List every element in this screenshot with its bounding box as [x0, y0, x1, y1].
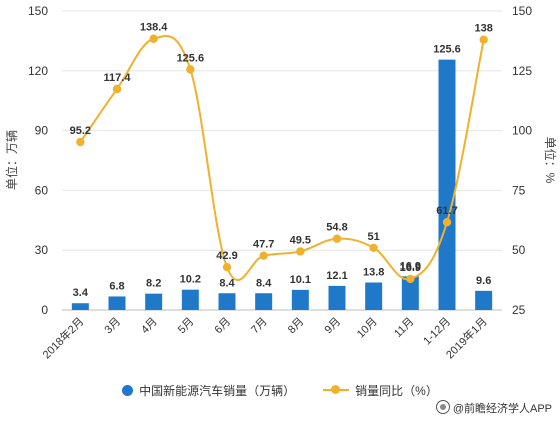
x-tick-label: 10月 — [355, 316, 380, 341]
x-tick-label: 11月 — [392, 316, 416, 340]
legend-bar-marker — [122, 384, 134, 396]
line-point — [479, 35, 488, 44]
line-point — [442, 218, 452, 227]
x-tick-label: 1-12月 — [421, 316, 453, 348]
line-point — [259, 251, 268, 260]
line-value-label: 49.5 — [290, 234, 311, 246]
y-left-tick-label: 120 — [28, 64, 48, 78]
bar-value-label: 8.2 — [146, 278, 161, 290]
legend-label-yoy: 销量同比（%） — [355, 383, 438, 398]
line-value-label: 47.7 — [253, 239, 274, 251]
bar — [108, 296, 126, 310]
bar — [291, 289, 309, 310]
bar — [218, 293, 236, 310]
line-point — [149, 34, 158, 43]
legend-item-sales: 中国新能源汽车销量（万辆） — [122, 382, 295, 399]
line-point — [332, 234, 342, 243]
bar-value-label: 12.1 — [326, 270, 347, 282]
x-tick-label: 6月 — [213, 316, 234, 337]
bar-value-label: 16.9 — [400, 260, 421, 272]
y-right-tick-label: 100 — [512, 124, 532, 138]
y-right-axis-title: 单位：% — [543, 137, 558, 184]
x-tick-label: 5月 — [176, 316, 197, 337]
line-point — [76, 137, 85, 147]
y-right-tick-label: 50 — [512, 243, 526, 257]
line-value-label: 95.2 — [70, 125, 91, 137]
line-value-label: 16.9 — [400, 262, 421, 274]
bar-value-label: 6.8 — [109, 280, 124, 292]
x-tick-label: 8月 — [286, 316, 307, 337]
bar — [438, 59, 456, 311]
line-point — [369, 243, 378, 253]
bar — [401, 276, 419, 310]
x-tick-label: 9月 — [323, 316, 344, 337]
chart: 0 30 60 90 120 150 25 50 75 100 125 150 单位：万辆 单位：% 201… — [4, 4, 558, 361]
line-value-label: 54.8 — [326, 222, 347, 234]
bar-value-label: 13.8 — [363, 266, 384, 278]
bar — [145, 293, 163, 310]
y-left-tick-label: 30 — [35, 243, 49, 257]
y-left-tick-label: 60 — [35, 183, 49, 197]
line-point — [296, 247, 305, 256]
legend-item-yoy: 销量同比（%） — [323, 382, 438, 399]
x-tick-label: 3月 — [103, 316, 124, 337]
y-right-tick-label: 150 — [512, 4, 532, 18]
line-value-label: 138 — [474, 23, 492, 35]
y-left-tick-label: 90 — [35, 124, 49, 138]
bar — [475, 290, 493, 310]
y-right-tick-label: 125 — [512, 64, 532, 78]
y-right-tick-label: 75 — [512, 183, 526, 197]
x-tick-label: 4月 — [139, 316, 160, 337]
line-value-label: 125.6 — [177, 52, 205, 64]
bar — [328, 285, 346, 310]
bar-value-label: 9.6 — [476, 275, 491, 287]
line-point — [186, 65, 195, 74]
bar-value-label: 8.4 — [256, 277, 272, 289]
line-point — [222, 262, 232, 272]
bar-value-label: 10.1 — [290, 274, 311, 286]
bar — [255, 293, 273, 310]
line-series-yoy — [79, 34, 485, 282]
line-value-label: 117.4 — [104, 72, 132, 84]
bar — [365, 282, 383, 310]
brand-logo-icon — [435, 400, 450, 414]
line-value-label: 61.7 — [436, 205, 457, 217]
line-value-label: 138.4 — [140, 22, 168, 34]
bar-value-label: 10.2 — [180, 274, 201, 286]
source-text: @前瞻经济学人APP — [452, 403, 552, 415]
y-left-tick-label: 0 — [41, 303, 48, 317]
legend-label-sales: 中国新能源汽车销量（万辆） — [139, 383, 296, 398]
bar — [71, 303, 89, 310]
line-point — [112, 84, 122, 94]
legend-line-marker — [323, 384, 350, 396]
bar-value-label: 3.4 — [73, 287, 89, 299]
line-value-label: 42.9 — [216, 250, 237, 262]
line-value-label: 51 — [368, 231, 380, 243]
y-right-tick-label: 25 — [512, 303, 526, 317]
legend: 中国新能源汽车销量（万辆） 销量同比（%） — [0, 380, 560, 400]
bar-value-label: 125.6 — [433, 44, 461, 56]
line-point — [406, 274, 415, 284]
x-tick-label: 2018年2月 — [39, 314, 86, 361]
source-credit: @前瞻经济学人APP — [435, 400, 552, 416]
y-left-axis-title: 单位：万辆 — [4, 130, 19, 190]
y-left-tick-label: 150 — [28, 4, 48, 18]
x-tick-label: 7月 — [249, 316, 270, 337]
bar — [181, 289, 199, 310]
bar-value-label: 8.4 — [219, 277, 235, 289]
